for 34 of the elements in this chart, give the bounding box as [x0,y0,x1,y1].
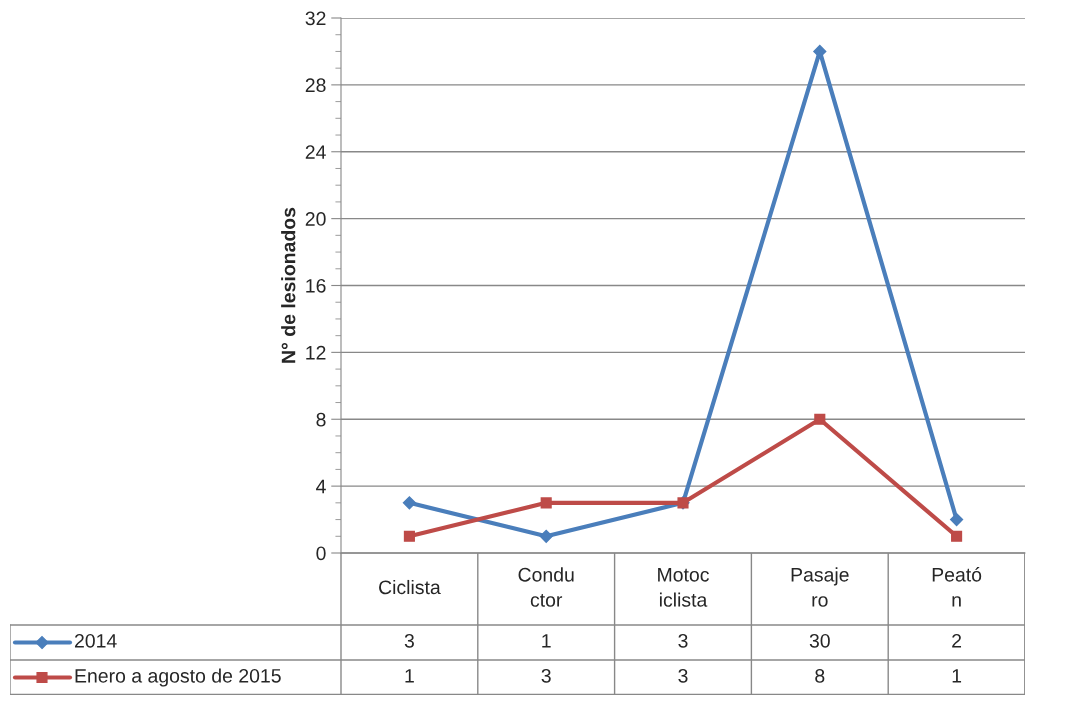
data-label: 1 [542,634,551,648]
y-tick-label: 24 [305,145,326,159]
data-label: 1 [405,669,414,683]
data-label: 3 [541,668,551,683]
y-tick-label: 12 [306,345,326,360]
point [540,497,552,509]
point [402,496,416,510]
y-tick-label: 8 [316,412,326,427]
point [814,413,826,425]
y-tick-label: 0 [316,546,326,561]
x-tick-label: Condu ctor [518,567,574,607]
legend-label: Enero a agosto de 2015 [75,668,281,687]
y-tick-label: 32 [305,11,326,26]
y-tick-label: 20 [305,212,326,226]
point [539,529,553,543]
y-tick-label: 16 [306,278,326,293]
x-tick-label: Motoc iclista [658,568,709,607]
point [951,530,963,542]
data-label: 30 [809,633,830,648]
x-tick-label: Pasaje ro [791,567,849,607]
legend-label: 2014 [74,633,117,648]
point [403,530,415,542]
data-label: 3 [678,668,688,683]
point [950,512,964,527]
data-label: 2 [952,633,962,648]
data-label: 3 [678,633,688,648]
data-label: 8 [815,668,825,683]
data-label: 3 [404,633,414,648]
x-tick-label: Ciclista [379,579,441,595]
y-axis-title: N° de lesionados [281,207,296,363]
data-label: 1 [952,669,962,683]
y-tick-label: 4 [316,479,326,494]
y-tick-label: 28 [305,78,326,93]
x-tick-label: Peató n [932,567,982,607]
